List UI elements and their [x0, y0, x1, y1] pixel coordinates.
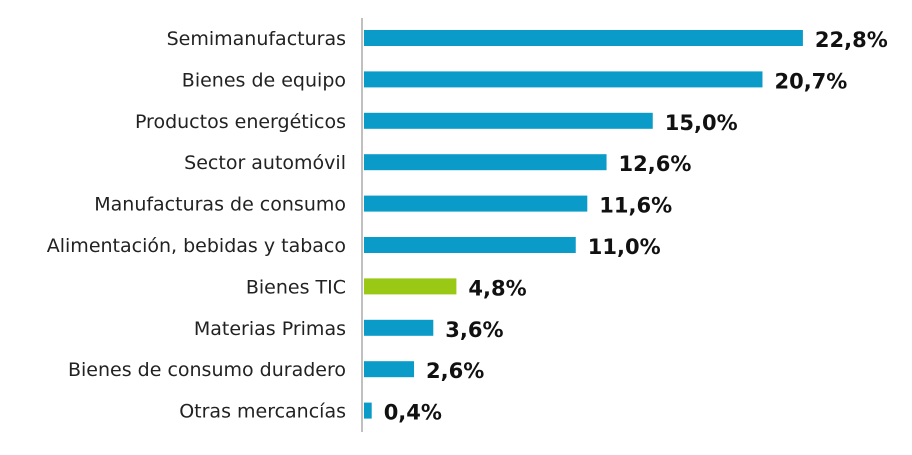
data-label: 11,6% [599, 194, 672, 218]
bar [364, 71, 763, 88]
category-label: Bienes TIC [246, 276, 346, 298]
bar [364, 154, 607, 171]
data-label: 22,8% [815, 28, 888, 52]
category-label: Manufacturas de consumo [94, 194, 346, 216]
category-label: Semimanufacturas [167, 28, 346, 50]
data-label: 4,8% [468, 276, 526, 300]
data-label: 15,0% [665, 111, 738, 135]
bar [364, 402, 372, 419]
data-label: 11,0% [588, 235, 661, 259]
bar [364, 112, 653, 129]
bar [364, 319, 434, 336]
bar [364, 30, 803, 46]
data-label: 12,6% [619, 152, 692, 176]
data-label: 2,6% [426, 359, 484, 383]
bar [364, 278, 457, 295]
category-label: Bienes de consumo duradero [68, 359, 346, 381]
bar [364, 361, 415, 378]
data-label: 0,4% [384, 401, 442, 425]
category-label: Sector automóvil [184, 152, 346, 174]
category-label: Alimentación, bebidas y tabaco [47, 235, 346, 257]
category-label: Productos energéticos [135, 111, 346, 133]
category-label: Bienes de equipo [182, 69, 346, 91]
data-label: 3,6% [445, 318, 503, 342]
bar [364, 237, 576, 253]
category-label: Materias Primas [194, 318, 346, 340]
category-label: Otras mercancías [179, 401, 346, 423]
bar [364, 195, 588, 212]
data-label: 20,7% [774, 69, 847, 93]
